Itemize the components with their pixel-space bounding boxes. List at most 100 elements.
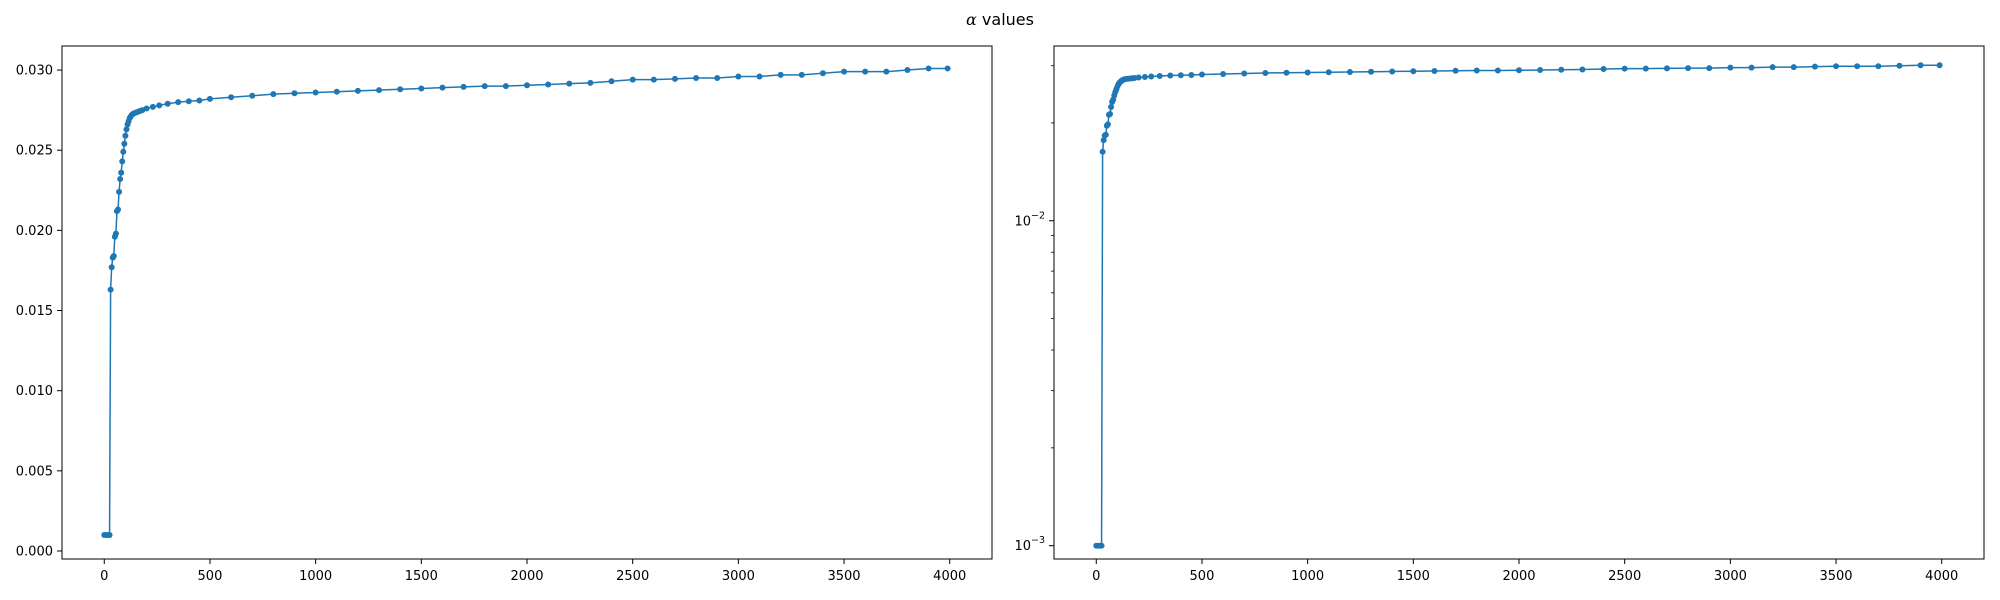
- data-point: [108, 264, 115, 271]
- data-point: [120, 148, 127, 155]
- data-point: [904, 67, 911, 74]
- data-point: [587, 79, 594, 86]
- data-point: [1473, 67, 1480, 74]
- figure-title-symbol: α: [966, 10, 977, 29]
- data-point: [608, 78, 615, 85]
- y-tick-label: 0.030: [16, 64, 53, 79]
- data-point: [1600, 66, 1607, 73]
- data-point: [1148, 73, 1155, 80]
- data-point: [819, 70, 826, 77]
- x-tick-label: 4000: [1925, 569, 1958, 584]
- data-point: [196, 97, 203, 104]
- data-point: [481, 83, 488, 90]
- data-point: [1188, 71, 1195, 78]
- data-point: [1198, 71, 1205, 78]
- axes-frame: [61, 45, 993, 560]
- data-point: [121, 140, 128, 147]
- data-point: [925, 65, 932, 72]
- data-point: [116, 188, 123, 195]
- x-tick-label: 4000: [933, 569, 966, 584]
- data-point: [1135, 74, 1142, 81]
- data-point: [333, 88, 340, 95]
- data-point: [1811, 63, 1818, 70]
- data-point: [164, 100, 171, 107]
- data-point: [1558, 66, 1565, 73]
- data-point: [545, 81, 552, 88]
- data-point: [118, 169, 125, 176]
- x-tick-label: 3500: [827, 569, 860, 584]
- x-tick-label: 0: [100, 569, 108, 584]
- data-point: [1685, 65, 1692, 72]
- axes-frame: [1053, 45, 1985, 560]
- x-tick-label: 2000: [510, 569, 543, 584]
- data-point: [312, 89, 319, 96]
- data-point: [112, 230, 119, 237]
- data-point: [1283, 69, 1290, 76]
- data-point: [1642, 65, 1649, 72]
- series-line: [1096, 64, 1940, 547]
- x-tick-label: 1000: [1291, 569, 1324, 584]
- data-point: [944, 65, 951, 72]
- data-point: [671, 75, 678, 82]
- data-point: [107, 286, 114, 293]
- y-tick-label: 0.000: [16, 544, 53, 559]
- data-point: [1304, 69, 1311, 76]
- data-point: [693, 75, 700, 82]
- data-point: [156, 102, 163, 109]
- data-point: [1833, 63, 1840, 70]
- data-point: [439, 84, 446, 91]
- figure-title: α values: [0, 10, 2000, 29]
- data-point: [1875, 63, 1882, 70]
- data-point: [270, 91, 277, 98]
- data-point: [1177, 72, 1184, 79]
- data-point: [1854, 63, 1861, 70]
- data-point: [185, 98, 192, 105]
- data-point: [798, 71, 805, 78]
- data-point: [502, 83, 509, 90]
- y-tick-label: 0.010: [16, 384, 53, 399]
- series: [101, 65, 951, 538]
- data-point: [123, 126, 130, 133]
- data-point: [629, 76, 636, 83]
- data-point: [460, 83, 467, 90]
- data-point: [418, 85, 425, 92]
- data-point: [1917, 62, 1924, 69]
- x-tick-label: 1000: [299, 569, 332, 584]
- data-point: [1368, 68, 1375, 75]
- data-point: [1452, 67, 1459, 74]
- data-point: [291, 90, 298, 97]
- data-point: [1727, 64, 1734, 71]
- data-point: [1241, 70, 1248, 77]
- series-line: [104, 67, 948, 536]
- data-point: [1098, 542, 1105, 549]
- y-tick-label: 10−3: [1014, 535, 1045, 554]
- data-point: [1102, 131, 1109, 138]
- data-point: [1790, 64, 1797, 71]
- data-point: [110, 253, 117, 260]
- data-point: [228, 94, 235, 101]
- data-point: [756, 73, 763, 80]
- data-point: [1325, 69, 1332, 76]
- data-point: [1104, 121, 1111, 128]
- data-point: [735, 73, 742, 80]
- data-point: [1108, 103, 1115, 110]
- data-point: [1431, 67, 1438, 74]
- data-point: [1167, 72, 1174, 79]
- subplot-2: 0 500 1000 1500 2000 2500 3000 3500 4000 10−3 10−2: [1014, 45, 1985, 584]
- data-point: [841, 68, 848, 75]
- data-point: [883, 68, 890, 75]
- x-tick-label: 3000: [1714, 569, 1747, 584]
- data-point: [1220, 70, 1227, 77]
- data-point: [1156, 72, 1163, 79]
- x-tick-label: 1500: [1397, 569, 1430, 584]
- data-point: [376, 87, 383, 94]
- data-point: [1389, 68, 1396, 75]
- data-point: [524, 82, 530, 89]
- data-point: [119, 158, 126, 165]
- y-tick-label: 0.020: [16, 224, 53, 239]
- data-point: [650, 76, 657, 83]
- data-point: [206, 95, 213, 102]
- subplot-1: 0 500 1000 1500 2000 2500 3000 3500 4000 0.000 0.0…: [16, 45, 993, 584]
- data-point: [566, 80, 573, 87]
- x-tick-label: 3500: [1819, 569, 1852, 584]
